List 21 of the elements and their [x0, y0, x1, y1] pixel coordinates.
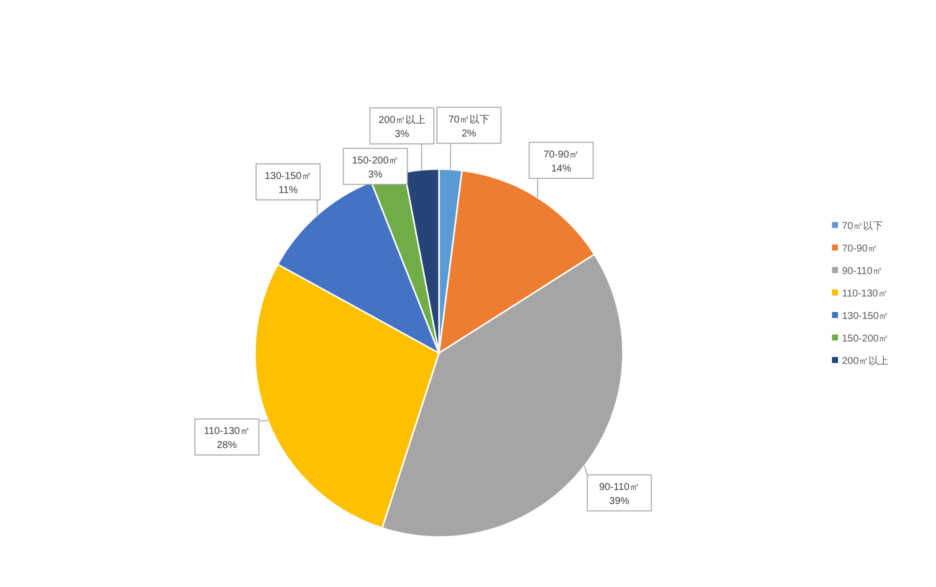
- slice-label: 200㎡以上: [378, 114, 426, 126]
- legend-label: 90-110㎡: [842, 266, 882, 277]
- data-label: 3%: [394, 128, 410, 140]
- slice-label: 150-200㎡: [352, 155, 399, 166]
- legend-label: 70㎡以下: [842, 220, 884, 232]
- slice-label: 90-110㎡: [599, 482, 640, 493]
- data-label: 28%: [216, 440, 237, 451]
- slice-label: 110-130㎡: [204, 426, 250, 437]
- data-label: 3%: [368, 169, 383, 180]
- legend-label: 70-90㎡: [842, 244, 878, 254]
- data-label: 2%: [462, 128, 476, 140]
- legend-label: 130-150㎡: [842, 311, 889, 322]
- data-label: 14%: [551, 163, 572, 174]
- data-label: 39%: [609, 496, 630, 507]
- slice-label: 130-150㎡: [264, 170, 312, 182]
- legend-label: 200㎡以上: [842, 355, 889, 367]
- legend-label: 150-200㎡: [842, 334, 889, 344]
- legend-label: 110-130㎡: [842, 288, 888, 300]
- slice-label: 70-90㎡: [543, 149, 580, 160]
- data-label: 11%: [278, 184, 298, 196]
- slice-label: 70㎡以下: [448, 113, 490, 126]
